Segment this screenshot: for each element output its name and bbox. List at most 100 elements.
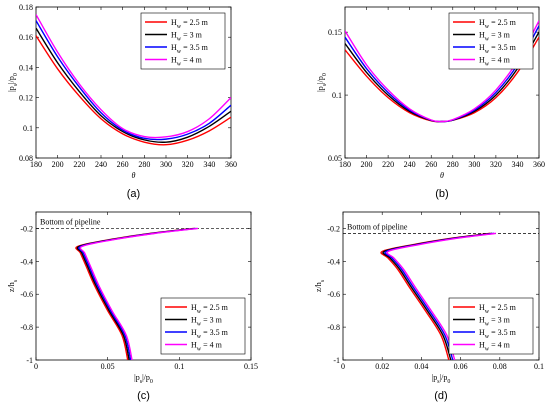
legend-base: H xyxy=(479,43,485,52)
legend-subscript: w xyxy=(485,322,490,328)
legend-subscript: w xyxy=(197,334,202,340)
x-tick-label: 280 xyxy=(447,160,459,169)
legend-subscript: w xyxy=(177,37,182,43)
legend-subscript: w xyxy=(197,322,202,328)
y-tick-label: 0.15 xyxy=(328,28,342,37)
x-tick-label: 260 xyxy=(425,160,437,169)
x-tick-label: 200 xyxy=(361,160,373,169)
label-part: |/p xyxy=(142,373,150,382)
legend-entry: Hw = 2.5 m xyxy=(171,18,209,30)
y-tick-label: -0.2 xyxy=(327,224,340,233)
x-axis-label: θ xyxy=(132,171,136,180)
legend-value: = 2.5 m xyxy=(489,303,517,312)
label-subscript: s xyxy=(13,279,19,282)
legend-entry: Hw = 3 m xyxy=(191,316,223,328)
legend-value: = 4 m xyxy=(489,56,511,65)
legend-base: H xyxy=(191,328,197,337)
label-part: z/h xyxy=(314,282,323,292)
chart-panel-d: 0 0.02 0.04 0.06 0.08 0.1 -1 -0.8 -0.6 -0.4 -0.2 |p… xyxy=(314,211,544,402)
legend-subscript: w xyxy=(485,347,490,353)
legend-base: H xyxy=(479,303,485,312)
x-tick-label: 240 xyxy=(404,160,416,169)
legend-entry: Hw = 3.5 m xyxy=(479,43,517,55)
x-tick-label: 0.1 xyxy=(174,362,184,371)
label-subscript: s xyxy=(13,83,19,86)
x-tick-label: 0.06 xyxy=(454,362,468,371)
series-group xyxy=(75,227,199,360)
legend-entry: Hw = 3 m xyxy=(479,31,511,43)
label-part: |p xyxy=(432,373,438,382)
x-tick-label: 0.05 xyxy=(101,362,115,371)
legend-value: = 3 m xyxy=(181,31,203,40)
chart-panel-c: 0 0.05 0.1 0.15-1-0.8-0.6-0.4-0.2|ps|/p0z/h… xyxy=(7,211,258,402)
y-tick-label: 0.1 xyxy=(332,91,342,100)
legend-base: H xyxy=(479,341,485,350)
legend-value: = 3.5 m xyxy=(201,328,229,337)
y-tick-label: -1 xyxy=(333,356,340,365)
legend-value: = 2.5 m xyxy=(181,18,209,27)
legend-value: = 4 m xyxy=(201,341,223,350)
legend-base: H xyxy=(479,316,485,325)
legend-entry: Hw = 2.5 m xyxy=(191,303,229,315)
label-part: z/h xyxy=(7,282,16,292)
label-subscript: 0 xyxy=(13,73,19,76)
x-tick-label: 240 xyxy=(95,160,107,169)
y-tick-label: 0.16 xyxy=(19,33,33,42)
label-subscript: s xyxy=(437,379,440,385)
legend-value: = 4 m xyxy=(181,56,203,65)
panel-label: (c) xyxy=(137,390,150,402)
label-part: |p xyxy=(316,86,325,92)
x-tick-label: 0.04 xyxy=(414,362,428,371)
legend-value: = 3 m xyxy=(201,316,223,325)
legend-subscript: w xyxy=(485,62,490,68)
legend-value: = 2.5 m xyxy=(489,18,517,27)
legend-base: H xyxy=(479,328,485,337)
legend-base: H xyxy=(479,56,485,65)
legend: Hw = 2.5 mHw = 3 mHw = 3.5 mHw = 4 m xyxy=(448,297,534,355)
series-line-1 xyxy=(36,35,231,146)
legend-base: H xyxy=(191,303,197,312)
x-tick-label: 320 xyxy=(182,160,194,169)
y-tick-label: 0.08 xyxy=(19,154,33,163)
legend-value: = 3.5 m xyxy=(489,43,517,52)
legend-subscript: w xyxy=(177,49,182,55)
legend-value: = 3.5 m xyxy=(489,328,517,337)
y-tick-label: 0.14 xyxy=(19,63,33,72)
y-tick-label: -0.6 xyxy=(327,290,340,299)
x-tick-label: 300 xyxy=(160,160,172,169)
series-group xyxy=(345,20,539,123)
label-subscript: 0 xyxy=(322,73,328,76)
axes-frame xyxy=(35,6,232,159)
x-tick-label: 220 xyxy=(73,160,85,169)
legend-value: = 3 m xyxy=(489,316,511,325)
legend-subscript: w xyxy=(485,24,490,30)
legend-value: = 2.5 m xyxy=(201,303,229,312)
x-tick-label: 180 xyxy=(30,160,42,169)
panel-label: (d) xyxy=(434,390,447,402)
x-axis-label: θ xyxy=(440,171,444,180)
legend-value: = 4 m xyxy=(489,341,511,350)
x-tick-label: 200 xyxy=(52,160,64,169)
legend: Hw = 2.5 mHw = 3 mHw = 3.5 mHw = 4 m xyxy=(140,12,226,70)
legend-subscript: w xyxy=(485,49,490,55)
x-tick-label: 360 xyxy=(533,160,545,169)
chart-panel-b: 180 200 220 240 260 280 300 320 340 360 0.05 0.1 0.1… xyxy=(316,6,545,200)
label-subscript: 0 xyxy=(150,379,153,385)
label-subscript: s xyxy=(140,379,143,385)
y-tick-label: -0.8 xyxy=(327,323,340,332)
legend-entry: Hw = 2.5 m xyxy=(479,303,517,315)
series-line-4 xyxy=(79,227,199,360)
y-tick-label: -0.6 xyxy=(20,290,33,299)
legend-base: H xyxy=(191,341,197,350)
legend-entry: Hw = 3.5 m xyxy=(479,328,517,340)
legend-entry: Hw = 4 m xyxy=(479,341,511,353)
legend-base: H xyxy=(171,56,177,65)
legend-subscript: w xyxy=(485,37,490,43)
y-tick-label: -1 xyxy=(26,356,33,365)
x-tick-label: 280 xyxy=(138,160,150,169)
label-part: |p xyxy=(7,86,16,92)
y-tick-label: 0.18 xyxy=(19,3,33,12)
y-tick-label: -0.4 xyxy=(20,257,33,266)
x-axis-label: |ps|/p0 xyxy=(134,373,153,385)
y-tick-label: 0.12 xyxy=(19,94,33,103)
